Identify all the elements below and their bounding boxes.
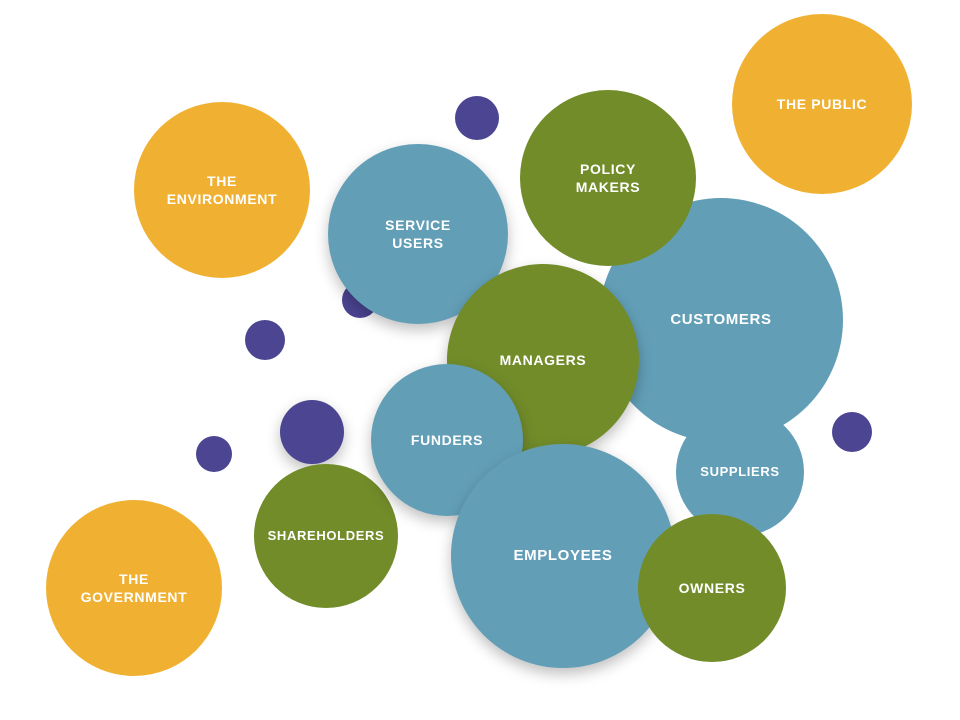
bubble-label-managers: MANAGERS <box>500 351 587 369</box>
stakeholder-bubble-diagram: THE ENVIRONMENT THE PUBLIC THE GOVERNMENT P… <box>0 0 960 720</box>
bubble-label-public: THE PUBLIC <box>777 95 867 113</box>
bubble-label-suppliers: SUPPLIERS <box>700 464 779 481</box>
bubble-dot3 <box>245 320 285 360</box>
bubble-label-government: THE GOVERNMENT <box>81 570 188 606</box>
bubble-label-shareholders: SHAREHOLDERS <box>268 528 385 545</box>
bubble-shareholders: SHAREHOLDERS <box>254 464 398 608</box>
bubble-employees: EMPLOYEES <box>451 444 675 668</box>
bubble-public: THE PUBLIC <box>732 14 912 194</box>
bubble-government: THE GOVERNMENT <box>46 500 222 676</box>
bubble-label-customers: CUSTOMERS <box>670 310 771 330</box>
bubble-label-owners: OWNERS <box>679 579 746 597</box>
bubble-owners: OWNERS <box>638 514 786 662</box>
bubble-label-policy: POLICY MAKERS <box>576 160 641 196</box>
bubble-label-employees: EMPLOYEES <box>513 546 612 566</box>
bubble-dot1 <box>455 96 499 140</box>
bubble-dot4 <box>196 436 232 472</box>
bubble-dot6 <box>832 412 872 452</box>
bubble-label-funders: FUNDERS <box>411 431 483 449</box>
bubble-label-service: SERVICE USERS <box>385 216 451 252</box>
bubble-label-environment: THE ENVIRONMENT <box>167 172 278 208</box>
bubble-environment: THE ENVIRONMENT <box>134 102 310 278</box>
bubble-policy: POLICY MAKERS <box>520 90 696 266</box>
bubble-dot5 <box>280 400 344 464</box>
